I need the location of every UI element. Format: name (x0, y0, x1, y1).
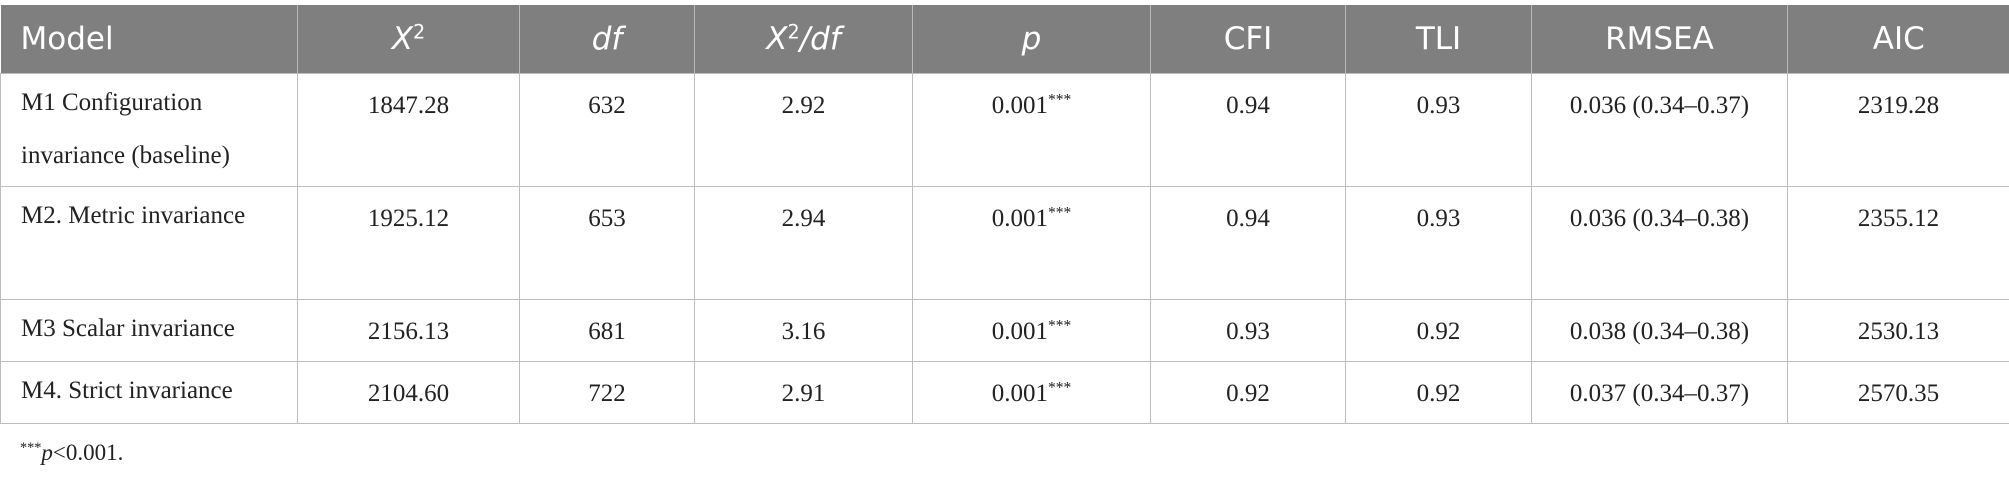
table-cell: 2.91 (694, 361, 913, 424)
table-cell: 2319.28 (1787, 73, 2009, 187)
table-cell: 0.93 (1345, 73, 1532, 187)
table-cell: 0.94 (1150, 73, 1346, 187)
header-cell: X2/df (694, 5, 913, 74)
table-body: M1 Configuration invariance (baseline) 18… (0, 73, 2009, 424)
table-cell: M2. Metric invariance (0, 186, 298, 300)
table-cell: M1 Configuration invariance (baseline) (0, 73, 298, 187)
table-cell: 2570.35 (1787, 361, 2009, 424)
table-cell: 722 (519, 361, 695, 424)
table-cell: 0.001*** (912, 361, 1151, 424)
table-cell: 2.94 (694, 186, 913, 300)
cell-value: 0.001 (991, 92, 1048, 119)
table-cell: 0.93 (1150, 299, 1346, 362)
table-cell: 3.16 (694, 299, 913, 362)
header-cell: AIC (1787, 5, 2009, 74)
cell-value: 0.001 (991, 318, 1048, 345)
header-cell: TLI (1345, 5, 1532, 74)
table-cell: 2.92 (694, 73, 913, 187)
cell-sup: *** (1048, 204, 1072, 222)
table-cell: 0.92 (1345, 361, 1532, 424)
header-cell: p (912, 5, 1151, 74)
table-cell: 1847.28 (297, 73, 520, 187)
table-cell: M4. Strict invariance (0, 361, 298, 424)
header-sup: 2 (787, 20, 800, 44)
table-cell: 0.037 (0.34–0.37) (1531, 361, 1788, 424)
table-cell: 0.92 (1150, 361, 1346, 424)
header-cell: RMSEA (1531, 5, 1788, 74)
cell-sup: *** (1048, 91, 1072, 109)
table-cell: 0.92 (1345, 299, 1532, 362)
header-text: X (391, 21, 414, 57)
table-cell: 2156.13 (297, 299, 520, 362)
table-row: M3 Scalar invariance 2156.13 681 3.16 0.001*… (0, 299, 2009, 362)
table-cell: 2104.60 (297, 361, 520, 424)
table-cell: 0.001*** (912, 186, 1151, 300)
table-cell: M3 Scalar invariance (0, 299, 298, 362)
header-cell: CFI (1150, 5, 1346, 74)
header-cell: X2 (297, 5, 520, 74)
table-cell: 0.036 (0.34–0.37) (1531, 73, 1788, 187)
header-text: /df (799, 21, 841, 57)
results-table: Model X2 df X2/df p CFI TLI RMSEA AIC M1… (0, 5, 2009, 424)
footnote-marker: *** (20, 440, 42, 457)
header-text: df (591, 21, 623, 57)
table-cell: 0.93 (1345, 186, 1532, 300)
table-row: M2. Metric invariance 1925.12 653 2.94 0.001… (0, 186, 2009, 300)
table-cell: 0.001*** (912, 299, 1151, 362)
table-cell: 653 (519, 186, 695, 300)
cell-sup: *** (1048, 379, 1072, 397)
table-row: M4. Strict invariance 2104.60 722 2.91 0.001… (0, 361, 2009, 424)
table-cell: 681 (519, 299, 695, 362)
table-cell: 0.001*** (912, 73, 1151, 187)
footnote-symbol: p (41, 440, 53, 465)
table-cell: 0.036 (0.34–0.38) (1531, 186, 1788, 300)
table-cell: 0.94 (1150, 186, 1346, 300)
cell-value: 0.001 (991, 380, 1048, 407)
cell-sup: *** (1048, 317, 1072, 335)
header-text: X (766, 21, 788, 57)
footnote: ***p<0.001. (20, 440, 123, 466)
header-text: p (1021, 21, 1042, 57)
table-cell: 0.038 (0.34–0.38) (1531, 299, 1788, 362)
table-cell: 1925.12 (297, 186, 520, 300)
table-cell: 632 (519, 73, 695, 187)
table-cell: 2355.12 (1787, 186, 2009, 300)
table-row: M1 Configuration invariance (baseline) 18… (0, 73, 2009, 187)
header-cell: Model (0, 5, 298, 74)
header-row: Model X2 df X2/df p CFI TLI RMSEA AIC (0, 5, 2009, 74)
table-cell: 2530.13 (1787, 299, 2009, 362)
header-sup: 2 (413, 20, 426, 44)
header-cell: df (519, 5, 695, 74)
footnote-text: <0.001. (52, 440, 124, 465)
cell-value: 0.001 (991, 205, 1048, 232)
